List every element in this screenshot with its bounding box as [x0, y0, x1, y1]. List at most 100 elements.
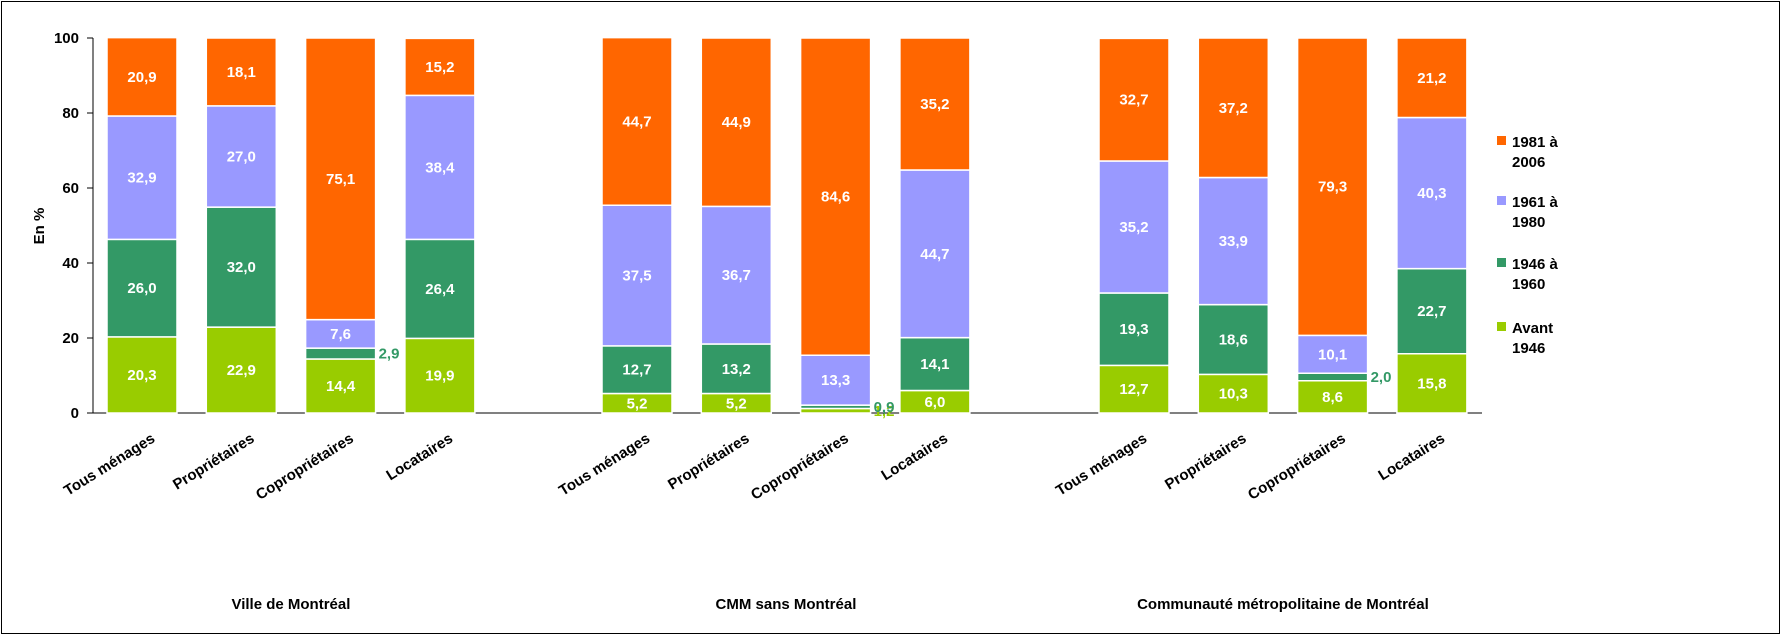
- legend-label: 1946: [1512, 340, 1545, 357]
- bar-segment: [205, 326, 278, 414]
- data-label: 5,2: [627, 395, 648, 412]
- legend-swatch: [1497, 322, 1506, 331]
- bar-segment: [106, 115, 178, 241]
- data-label: 44,7: [920, 246, 949, 263]
- bars: [106, 36, 1468, 414]
- legend-label: 1961 à: [1512, 194, 1559, 211]
- data-label: 13,3: [821, 372, 850, 389]
- legend-label: 1946 à: [1512, 256, 1559, 273]
- bar-segment: [106, 336, 178, 414]
- data-label: 37,2: [1219, 100, 1248, 117]
- bar-segment: [700, 343, 773, 395]
- y-axis-title: En %: [31, 208, 48, 245]
- y-tick-label: 0: [71, 405, 79, 422]
- data-label: 40,3: [1417, 185, 1446, 202]
- data-label-outside: 2,0: [1371, 369, 1392, 386]
- data-label-outside: 0,9: [874, 399, 895, 416]
- legend-label: 1960: [1512, 276, 1545, 293]
- data-label: 26,0: [127, 280, 156, 297]
- bar-segment: [106, 238, 178, 338]
- bar-segment: [304, 347, 377, 360]
- bar-segment: [404, 238, 476, 340]
- bar-segment: [1197, 303, 1270, 376]
- data-label: 12,7: [622, 362, 651, 379]
- y-tick-label: 80: [62, 105, 79, 122]
- data-label: 38,4: [425, 159, 455, 176]
- group-label: Ville de Montréal: [231, 596, 350, 613]
- legend: 1981 à 2006 1961 à 1980 1946 à 1960 Avant 1946: [1497, 134, 1559, 357]
- y-tick-label: 40: [62, 255, 79, 272]
- bar-segment: [1296, 37, 1369, 337]
- bar-segment: [1296, 380, 1369, 414]
- data-label: 14,4: [326, 378, 356, 395]
- bar-segment: [799, 37, 872, 356]
- data-label: 5,2: [726, 395, 747, 412]
- bar-segment: [1098, 37, 1170, 162]
- bar-segment: [106, 36, 178, 117]
- data-label: 36,7: [722, 267, 751, 284]
- bar-segment: [304, 318, 377, 349]
- bar-segment: [1296, 334, 1369, 374]
- data-label: 12,7: [1119, 381, 1148, 398]
- bar-segment: [1197, 373, 1270, 414]
- bar-segment: [899, 37, 971, 171]
- bar-segment: [205, 37, 278, 107]
- legend-label: 1980: [1512, 214, 1545, 231]
- bar-segment: [899, 336, 971, 392]
- data-label: 6,0: [924, 394, 945, 411]
- legend-swatch: [1497, 136, 1506, 145]
- bar-segment: [1197, 176, 1270, 306]
- bar-segment: [1296, 372, 1369, 382]
- data-label: 10,3: [1219, 386, 1248, 403]
- legend-label: 2006: [1512, 154, 1545, 171]
- bar-segment: [304, 358, 377, 414]
- data-label: 10,1: [1318, 346, 1347, 363]
- bar-segment: [205, 206, 278, 328]
- data-label: 32,0: [227, 259, 256, 276]
- bar-segment: [799, 354, 872, 406]
- data-label: 20,3: [127, 367, 156, 384]
- data-label: 19,9: [425, 368, 454, 385]
- data-label: 15,2: [425, 59, 454, 76]
- group-label: Communauté métropolitaine de Montréal: [1137, 596, 1429, 613]
- data-label: 35,2: [1119, 219, 1148, 236]
- data-label: 21,2: [1417, 70, 1446, 87]
- data-label: 32,7: [1119, 92, 1148, 109]
- y-tick-label: 60: [62, 180, 79, 197]
- data-label-outside: 1,2: [874, 403, 895, 420]
- data-label: 18,1: [227, 64, 256, 81]
- bar-segment: [899, 169, 971, 339]
- data-label: 26,4: [425, 281, 455, 298]
- data-label: 44,7: [622, 113, 651, 130]
- legend-label: Avant: [1512, 320, 1553, 337]
- data-label: 15,8: [1417, 375, 1446, 392]
- data-labels: 20,3 26,0 32,9 20,9 22,9 32,0 27,0 18,1 14,4 2,9 7…: [127, 59, 1446, 420]
- data-label: 19,3: [1119, 321, 1148, 338]
- data-label: 32,9: [127, 170, 156, 187]
- data-label: 37,5: [622, 268, 651, 285]
- legend-label: 1981 à: [1512, 134, 1559, 151]
- data-label: 18,6: [1219, 332, 1248, 349]
- bar-segment: [1197, 37, 1270, 179]
- data-label: 8,6: [1322, 389, 1343, 406]
- bar-segment: [1098, 160, 1170, 294]
- bar-segment: [205, 105, 278, 208]
- bar-segment: [404, 94, 476, 241]
- data-label: 7,6: [330, 326, 351, 343]
- legend-swatch: [1497, 196, 1506, 205]
- bar-segment: [1396, 267, 1468, 355]
- data-label: 27,0: [227, 149, 256, 166]
- data-label: 14,1: [920, 356, 949, 373]
- data-label: 33,9: [1219, 233, 1248, 250]
- bar-segment: [700, 205, 773, 345]
- bar-segment: [1396, 116, 1468, 270]
- group-label: CMM sans Montréal: [716, 596, 857, 613]
- data-label: 13,2: [722, 361, 751, 378]
- bar-segment: [601, 36, 673, 206]
- data-label: 84,6: [821, 189, 850, 206]
- data-label: 44,9: [722, 114, 751, 131]
- data-label: 22,9: [227, 362, 256, 379]
